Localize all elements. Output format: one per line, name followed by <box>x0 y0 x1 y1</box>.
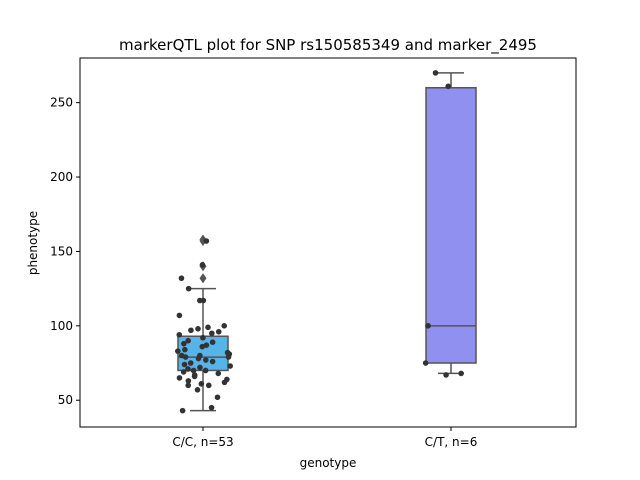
data-point <box>208 404 215 411</box>
data-point <box>185 337 191 344</box>
x-tick-label: C/C, n=53 <box>172 435 233 449</box>
data-point <box>425 323 431 329</box>
data-point <box>180 369 187 375</box>
y-tick-label: 250 <box>50 96 73 110</box>
data-point <box>195 325 201 332</box>
y-tick-label: 50 <box>58 393 73 407</box>
data-point <box>181 361 188 368</box>
data-point <box>200 334 206 341</box>
points-group <box>175 70 464 414</box>
data-point <box>202 367 209 374</box>
data-point <box>432 70 439 76</box>
data-point <box>185 378 192 384</box>
y-tick-label: 100 <box>50 319 73 333</box>
data-point <box>205 324 211 331</box>
data-point <box>185 382 192 389</box>
data-point <box>203 357 209 363</box>
data-point <box>179 407 186 414</box>
y-tick-label: 150 <box>50 244 73 258</box>
y-tick-label: 200 <box>50 170 73 184</box>
data-point <box>197 364 203 371</box>
data-point <box>199 262 206 268</box>
flier-marker <box>199 273 207 284</box>
x-axis-label: genotype <box>300 456 357 470</box>
plot-area <box>79 57 577 428</box>
data-point <box>182 346 188 353</box>
data-point <box>458 370 464 377</box>
box-body <box>425 87 477 364</box>
y-axis: 50 100 150 200 250 <box>50 96 80 407</box>
data-point <box>178 275 185 282</box>
data-point <box>175 348 181 354</box>
data-point <box>209 339 216 345</box>
data-point <box>176 331 183 338</box>
data-point <box>182 354 189 360</box>
data-point <box>176 312 183 319</box>
data-point <box>225 354 232 360</box>
data-point <box>209 358 216 365</box>
data-point <box>215 328 222 335</box>
data-point <box>200 297 207 304</box>
data-point <box>191 373 198 380</box>
box-group <box>177 72 477 412</box>
x-tick-label: C/T, n=6 <box>425 435 478 449</box>
data-point <box>221 379 228 386</box>
data-point <box>187 360 194 366</box>
data-point <box>181 340 187 347</box>
data-point <box>176 375 183 381</box>
data-point <box>195 355 202 362</box>
data-point <box>198 381 205 387</box>
data-point <box>185 366 191 372</box>
data-point <box>215 370 222 377</box>
data-point <box>188 327 194 334</box>
data-point <box>422 360 429 366</box>
chart-title: markerQTL plot for SNP rs150585349 and m… <box>119 36 537 55</box>
box-2 <box>425 72 477 375</box>
data-point <box>205 382 212 389</box>
data-point <box>227 363 233 369</box>
data-point <box>199 343 206 350</box>
x-axis: C/C, n=53 C/T, n=6 <box>172 427 477 449</box>
data-point <box>190 367 197 374</box>
data-point <box>443 372 449 378</box>
data-point <box>214 394 221 401</box>
y-axis-label: phenotype <box>26 211 40 275</box>
data-point <box>203 238 210 244</box>
data-point <box>221 323 228 329</box>
data-point <box>185 285 192 292</box>
data-point <box>445 83 452 90</box>
data-point <box>194 387 201 393</box>
data-point <box>209 330 215 337</box>
